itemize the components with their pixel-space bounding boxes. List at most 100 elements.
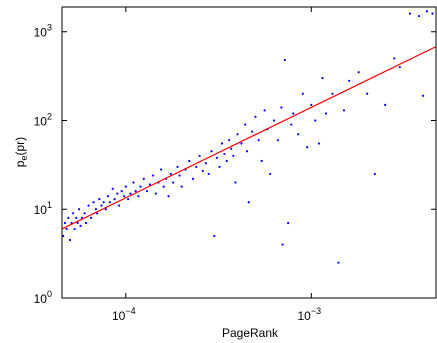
point (73, 227, 76, 231)
tick-base: 10 (34, 292, 48, 306)
point (283, 58, 286, 62)
point (100, 204, 103, 207)
point (137, 195, 140, 198)
tick-exponent: −3 (311, 306, 321, 316)
tick-label: 101 (34, 200, 52, 217)
tick-exponent: −4 (125, 306, 135, 316)
tick-label: 10−3 (298, 306, 322, 323)
y-axis-label: pe(pr) (13, 137, 29, 167)
point (227, 139, 231, 142)
point (384, 103, 387, 106)
point (79, 224, 82, 227)
point (188, 159, 191, 163)
point (366, 92, 369, 95)
y-label-rest: (pr) (13, 137, 27, 156)
point (83, 212, 86, 215)
x-axis-label: PageRank (222, 326, 279, 340)
point (116, 192, 119, 195)
fit-line (61, 46, 437, 230)
point (276, 139, 279, 142)
point (129, 192, 132, 195)
point (124, 185, 127, 188)
point (169, 172, 172, 176)
point (167, 195, 170, 198)
point (68, 238, 72, 242)
point (65, 227, 68, 231)
point (348, 79, 351, 82)
point (210, 150, 213, 153)
point (67, 216, 70, 219)
point (172, 181, 175, 184)
point (292, 112, 295, 115)
point (297, 133, 300, 136)
point (251, 130, 254, 133)
point (204, 162, 207, 165)
point (225, 159, 228, 163)
point (94, 208, 98, 211)
point (151, 174, 155, 177)
point (213, 234, 216, 238)
tick-label: 100 (34, 289, 52, 306)
point (111, 187, 114, 190)
point (260, 159, 263, 163)
point (120, 190, 123, 193)
point (195, 165, 198, 169)
tick-base: 10 (34, 203, 48, 217)
point (236, 133, 239, 136)
point (198, 154, 201, 157)
tick-base: 10 (112, 309, 126, 323)
point (373, 172, 376, 176)
point (281, 243, 284, 246)
point (63, 221, 67, 225)
tick-label: 10−4 (112, 306, 136, 323)
point (132, 181, 135, 184)
y-label-sub: e (19, 155, 29, 160)
point (398, 65, 401, 69)
point (342, 109, 346, 112)
tick-exponent: 0 (47, 289, 52, 299)
y-label-base: p (13, 160, 27, 167)
point (244, 123, 247, 126)
point (247, 201, 250, 204)
tick-base: 10 (298, 309, 312, 323)
point (148, 183, 152, 186)
point (245, 150, 249, 153)
point (145, 190, 149, 193)
point (104, 208, 107, 211)
point (176, 165, 179, 169)
point (87, 204, 90, 207)
tick-base: 10 (34, 26, 48, 40)
point (421, 94, 425, 97)
point (106, 195, 109, 198)
point (178, 174, 181, 177)
point (287, 221, 290, 225)
point (142, 177, 145, 180)
point (84, 221, 88, 225)
point (280, 106, 283, 109)
point (306, 146, 309, 149)
tick-label: 102 (34, 111, 52, 128)
point (75, 216, 78, 219)
point (134, 190, 137, 193)
point (220, 142, 224, 145)
point (232, 154, 235, 157)
point (393, 57, 396, 60)
point (113, 198, 116, 201)
tick-exponent: 3 (47, 23, 52, 33)
tick-exponent: 1 (47, 200, 52, 210)
point (263, 109, 266, 112)
point (215, 156, 219, 159)
point (77, 208, 81, 211)
point (223, 152, 226, 156)
point (180, 185, 183, 188)
point (269, 172, 272, 176)
point (201, 169, 204, 173)
tick-label: 103 (34, 23, 52, 40)
point (254, 115, 257, 118)
point (62, 234, 65, 238)
point (357, 71, 360, 74)
point (108, 201, 111, 204)
point (127, 198, 130, 201)
